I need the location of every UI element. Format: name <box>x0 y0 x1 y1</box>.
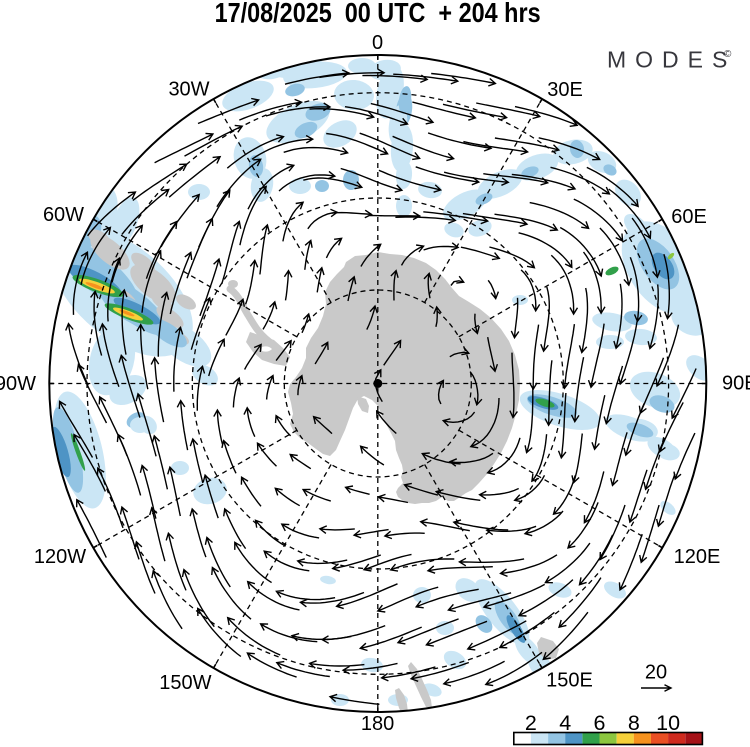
svg-text:6: 6 <box>594 711 606 735</box>
svg-text:0: 0 <box>372 32 383 54</box>
svg-text:180: 180 <box>361 713 394 735</box>
svg-text:30W: 30W <box>168 79 209 101</box>
svg-text:20: 20 <box>645 662 667 684</box>
svg-text:10: 10 <box>656 711 680 735</box>
svg-text:120E: 120E <box>674 546 721 568</box>
svg-text:4: 4 <box>559 711 571 735</box>
svg-text:90W: 90W <box>0 373 36 395</box>
svg-text:90E: 90E <box>722 373 750 395</box>
svg-text:60E: 60E <box>671 206 707 228</box>
svg-text:2: 2 <box>525 711 537 735</box>
svg-text:30E: 30E <box>547 79 583 101</box>
svg-text:60W: 60W <box>43 204 84 226</box>
svg-text:©: © <box>724 49 732 60</box>
svg-text:17/08/2025 00 UTC + 204 hrs: 17/08/2025 00 UTC + 204 hrs <box>215 0 541 28</box>
svg-text:150E: 150E <box>546 670 593 692</box>
svg-text:150W: 150W <box>159 672 211 694</box>
svg-text:120W: 120W <box>34 546 86 568</box>
svg-text:8: 8 <box>628 711 640 735</box>
svg-text:MODES: MODES <box>607 47 736 73</box>
